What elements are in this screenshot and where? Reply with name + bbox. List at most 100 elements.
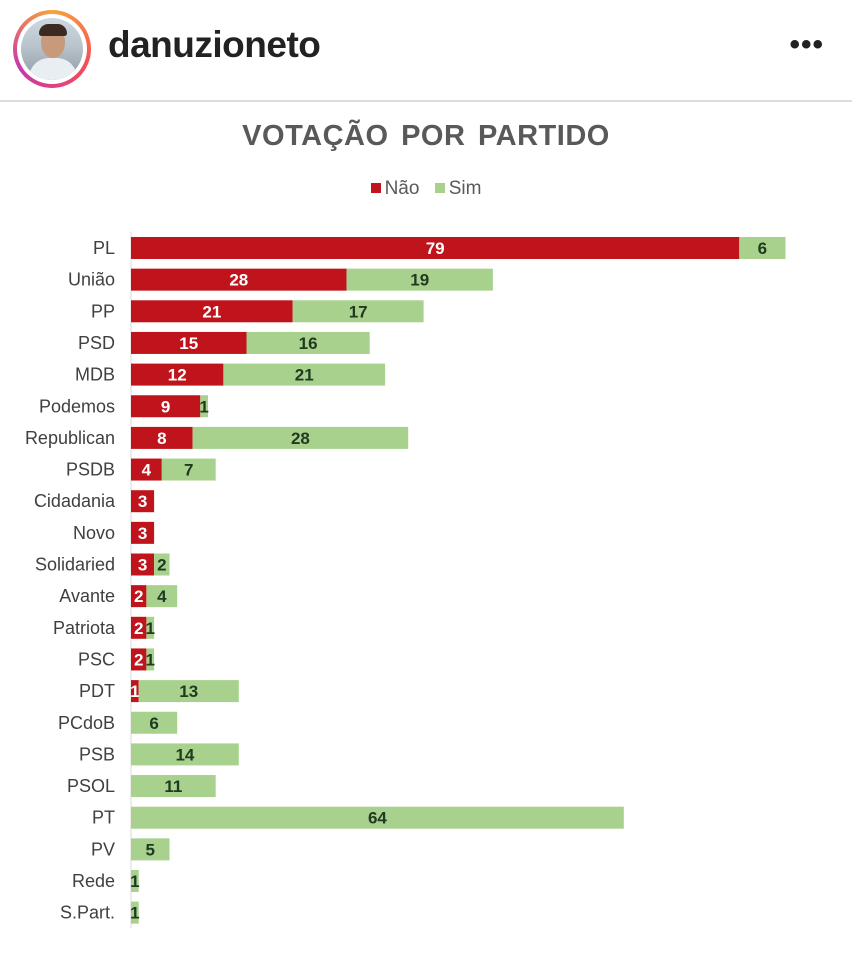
category-label: PP <box>91 301 115 321</box>
category-label: Solidaried <box>35 555 115 575</box>
bar-sim <box>131 775 216 798</box>
data-label-nao: 79 <box>426 239 445 258</box>
category-label: PSDB <box>66 460 115 480</box>
bar-sim <box>200 395 208 418</box>
data-label-sim: 14 <box>175 745 194 764</box>
bar-sim <box>131 806 624 829</box>
category-label: Rede <box>72 871 115 891</box>
category-label: PCdoB <box>58 713 115 733</box>
category-label: Republican <box>25 428 115 448</box>
legend-item-nao: Não <box>370 178 420 200</box>
category-label: PL <box>93 238 115 258</box>
avatar[interactable] <box>13 10 91 88</box>
data-label-nao: 21 <box>202 302 221 321</box>
data-label-nao: 9 <box>161 397 170 416</box>
bar-sim <box>131 838 170 861</box>
username[interactable]: danuzioneto <box>108 24 321 65</box>
bar-nao <box>131 490 155 513</box>
category-label: PSOL <box>67 776 115 796</box>
bar-sim <box>131 711 178 734</box>
bar-sim <box>131 901 139 924</box>
more-options-icon[interactable]: ••• <box>789 28 824 61</box>
bar-nao <box>131 553 155 576</box>
bar-sim <box>154 553 170 576</box>
data-label-nao: 12 <box>168 366 187 385</box>
data-label-sim: 1 <box>130 904 139 923</box>
bar-nao <box>131 363 224 386</box>
bar-nao <box>131 395 201 418</box>
chart-title: VOTAÇÃO POR PARTIDO <box>242 120 610 152</box>
bar-sim <box>246 331 370 354</box>
category-label: PDT <box>79 681 115 701</box>
bar-sim <box>292 300 424 323</box>
avatar-photo <box>21 18 83 80</box>
data-label-nao: 8 <box>157 429 166 448</box>
post-header: danuzioneto ••• <box>0 0 852 100</box>
category-label: Podemos <box>39 396 115 416</box>
avatar-hair <box>39 24 67 36</box>
data-label-sim: 17 <box>349 302 368 321</box>
bar-sim <box>131 743 239 766</box>
category-label: Novo <box>73 523 115 543</box>
category-label: União <box>68 270 115 290</box>
bar-sim <box>161 458 216 481</box>
category-label: Patriota <box>53 618 116 638</box>
legend-label-nao: Não <box>384 178 420 199</box>
bar-sim <box>739 237 786 259</box>
chart-legend: Não Sim <box>0 178 852 200</box>
data-label-sim: 64 <box>368 809 387 828</box>
data-label-sim: 13 <box>179 682 198 701</box>
bar-nao <box>131 680 139 703</box>
data-label-sim: 6 <box>149 714 158 733</box>
bar-sim <box>146 648 155 671</box>
legend-swatch-nao <box>370 183 381 193</box>
bar-sim <box>138 680 239 703</box>
data-label-sim: 1 <box>199 397 208 416</box>
category-label: PV <box>91 839 115 859</box>
category-label: PSC <box>78 649 115 669</box>
data-label-sim: 11 <box>164 777 182 796</box>
legend-label-sim: Sim <box>448 178 482 199</box>
bar-nao <box>131 268 347 291</box>
data-label-nao: 3 <box>138 492 147 511</box>
bar-nao <box>131 237 740 259</box>
bar-nao <box>131 458 162 481</box>
data-label-sim: 5 <box>146 840 155 859</box>
bar-nao <box>131 426 193 449</box>
bar-nao <box>131 616 147 639</box>
category-label: S.Part. <box>60 903 115 923</box>
data-label-sim: 1 <box>146 619 155 638</box>
legend-item-sim: Sim <box>434 178 482 200</box>
data-label-nao: 2 <box>134 619 143 638</box>
data-label-nao: 2 <box>134 587 143 606</box>
data-label-sim: 7 <box>184 461 193 480</box>
data-label-nao: 28 <box>229 271 248 290</box>
data-label-nao: 3 <box>138 556 147 575</box>
bar-nao <box>131 521 155 544</box>
data-label-sim: 28 <box>291 429 310 448</box>
bar-nao <box>131 648 147 671</box>
avatar-body <box>29 58 77 80</box>
category-label: MDB <box>75 365 115 385</box>
data-label-sim: 4 <box>157 587 167 606</box>
chart-frame <box>0 100 852 962</box>
category-label: Cidadania <box>34 491 116 511</box>
bar-nao <box>131 300 293 323</box>
data-label-nao: 2 <box>134 650 143 669</box>
data-label-sim: 16 <box>299 334 318 353</box>
data-label-sim: 21 <box>295 366 314 385</box>
data-label-nao: 3 <box>138 524 147 543</box>
category-label: PSB <box>79 744 115 764</box>
bar-sim <box>146 616 155 639</box>
category-label: Avante <box>59 586 115 606</box>
bar-sim <box>146 585 178 608</box>
bar-sim <box>346 268 493 291</box>
avatar-inner <box>17 14 87 84</box>
category-label: PSD <box>78 333 115 353</box>
bar-nao <box>131 331 247 354</box>
data-label-nao: 15 <box>179 334 198 353</box>
data-label-sim: 1 <box>146 650 155 669</box>
data-label-nao: 4 <box>142 461 152 480</box>
data-label-sim: 1 <box>130 872 139 891</box>
